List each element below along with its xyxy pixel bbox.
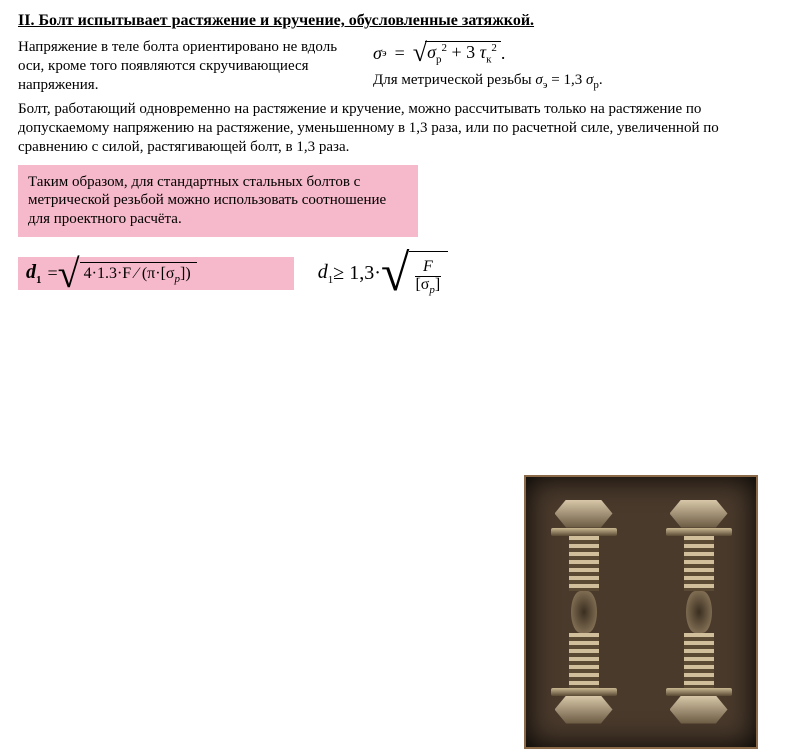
- d1a-eq: =: [48, 263, 58, 284]
- d1a-lhs: d: [26, 261, 36, 283]
- metric-thread-note: Для метрической резьбы σэ = 1,3 σр.: [373, 72, 603, 91]
- bolt-photo: [524, 475, 758, 749]
- nut-top-r: [670, 500, 728, 528]
- equals-1: =: [395, 43, 405, 64]
- bolt-left: [548, 500, 620, 724]
- d1b-geq: ≥ 1,3·: [333, 262, 381, 285]
- d1b-den-close: ]: [435, 276, 440, 293]
- d1b-den-open: [σ: [415, 276, 429, 293]
- metric-dot: .: [599, 72, 603, 88]
- formula-sigma-e: σ э = √ σр2 + 3 τк2 . Для метрической ре…: [373, 38, 603, 91]
- washer-top-r: [666, 528, 732, 536]
- d1a-expr: 4·1.3·F ∕ (π·[σ: [84, 265, 175, 282]
- sqrt-symbol-2: √: [58, 262, 80, 286]
- d1a-sub: 1: [36, 274, 42, 286]
- d1a-expr-end: ]): [180, 265, 191, 282]
- d1b-fraction: F [σp]: [411, 259, 444, 297]
- nut-bottom: [555, 696, 613, 724]
- sqrt-body-2: 4·1.3·F ∕ (π·[σp]): [80, 262, 197, 285]
- thread-lower: [569, 633, 599, 688]
- metric-prefix: Для метрической резьбы: [373, 72, 535, 88]
- thread-upper: [569, 536, 599, 591]
- metric-eq: = 1,3: [551, 72, 582, 88]
- formula-d1-b: d1 ≥ 1,3· √ F [σp]: [318, 251, 448, 297]
- thread-upper-r: [684, 536, 714, 591]
- sigma-p-sub: р: [436, 53, 442, 65]
- nut-top: [555, 500, 613, 528]
- sqrt-body-1: σр2 + 3 τк2: [425, 41, 501, 66]
- metric-sub-e: э: [543, 79, 548, 91]
- paragraph-1: Напряжение в теле болта ориентировано не…: [18, 38, 363, 94]
- sigma-lhs: σ: [373, 43, 382, 64]
- d1b-lhs: d: [318, 261, 328, 283]
- plus-3: + 3: [451, 42, 475, 62]
- tau-sub: к: [486, 53, 491, 65]
- section-title: II. Болт испытывает растяжение и кручени…: [18, 12, 782, 30]
- thread-lower-r: [684, 633, 714, 688]
- sigma-p: σ: [427, 42, 436, 62]
- bolt-right: [663, 500, 735, 724]
- sigma-lhs-sub: э: [382, 47, 387, 59]
- row-intro: Напряжение в теле болта ориентировано не…: [18, 38, 782, 94]
- dot-1: .: [501, 43, 506, 64]
- d1b-num: F: [415, 259, 441, 277]
- pink-note-box: Таким образом, для стандартных стальных …: [18, 165, 418, 237]
- nut-bottom-r: [670, 696, 728, 724]
- metric-sigma-e: σ: [535, 72, 542, 88]
- washer-top: [551, 528, 617, 536]
- tau-sup: 2: [491, 42, 497, 54]
- washer-bottom-r: [666, 688, 732, 696]
- necked-region-r: [686, 591, 712, 633]
- paragraph-2: Болт, работающий одновременно на растяже…: [18, 100, 782, 156]
- formula-d1-a: d1 = √ 4·1.3·F ∕ (π·[σp]): [18, 257, 294, 290]
- necked-region: [571, 591, 597, 633]
- washer-bottom: [551, 688, 617, 696]
- sigma-p-sup: 2: [441, 42, 447, 54]
- sqrt-symbol-3: √: [381, 258, 410, 289]
